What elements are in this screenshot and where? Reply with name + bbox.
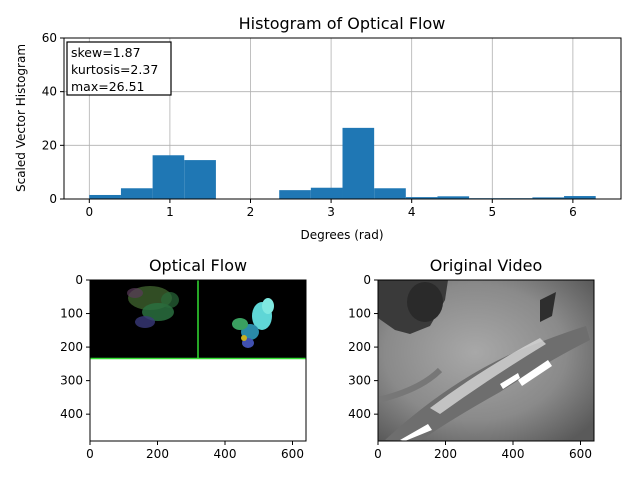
image-x-tick-label: 600	[281, 447, 304, 461]
image-x-tick-label: 200	[434, 447, 457, 461]
histogram-y-tick-label: 60	[42, 31, 57, 45]
optical-flow-image	[90, 280, 306, 441]
image-x-tick-label: 600	[569, 447, 592, 461]
stats-kurtosis: kurtosis=2.37	[71, 62, 158, 77]
histogram-x-axis-label: Degrees (rad)	[300, 228, 383, 242]
image-y-tick-label: 300	[60, 374, 83, 388]
histogram-bar	[342, 127, 375, 199]
image-y-tick-label: 100	[60, 307, 83, 321]
original-video-title: Original Video	[430, 256, 543, 275]
histogram-y-tick-label: 0	[49, 192, 57, 206]
histogram-frame	[63, 37, 622, 200]
histogram-x-tick-label: 6	[569, 205, 577, 219]
image-x-tick-label: 0	[86, 447, 94, 461]
histogram-y-tick-label: 40	[42, 85, 57, 99]
image-y-tick-label: 200	[60, 340, 83, 354]
optical-flow-ticks: 0 200 400 600 0 100 200 300 400	[60, 273, 304, 461]
image-x-tick-label: 400	[214, 447, 237, 461]
histogram-x-tick-label: 3	[327, 205, 335, 219]
histogram-bar	[310, 187, 343, 199]
histogram-title: Histogram of Optical Flow	[239, 14, 446, 33]
optical-flow-frame	[89, 279, 307, 442]
optical-flow-panel: Optical Flow 0 200 400 600 0 100 200 300 400	[60, 256, 307, 461]
histogram-y-axis-label: Scaled Vector Histogram	[14, 44, 28, 192]
histogram-x-tick-label: 4	[408, 205, 416, 219]
stats-skew: skew=1.87	[71, 45, 141, 60]
histogram-y-tick-label: 20	[42, 138, 57, 152]
image-y-tick-label: 400	[348, 407, 371, 421]
stats-annotation-box: skew=1.87 kurtosis=2.37 max=26.51	[66, 41, 172, 96]
histogram-x-tick-label: 5	[488, 205, 496, 219]
histogram-chart: Histogram of Optical Flow 0 1 2 3 4 5 60204060…	[14, 14, 622, 242]
image-y-tick-label: 200	[348, 340, 371, 354]
original-video-frame	[377, 279, 595, 442]
histogram-bar	[374, 188, 406, 199]
histogram-bar	[279, 190, 311, 199]
stats-max: max=26.51	[71, 79, 145, 94]
histogram-bar	[120, 188, 153, 199]
histogram-x-tick-label: 1	[166, 205, 174, 219]
image-y-tick-label: 400	[60, 407, 83, 421]
image-x-tick-label: 400	[502, 447, 525, 461]
histogram-bars	[89, 127, 596, 199]
original-video-panel: Original Video 0 200 400 600 0 100 200 300 400	[348, 256, 595, 461]
histogram-bar	[532, 197, 565, 199]
histogram-bar	[152, 155, 185, 199]
optical-flow-title: Optical Flow	[149, 256, 247, 275]
histogram-bar	[564, 196, 596, 199]
histogram-bar	[184, 160, 216, 199]
original-video-image	[378, 280, 594, 441]
original-video-ticks: 0 200 400 600 0 100 200 300 400	[348, 273, 592, 461]
image-y-tick-label: 0	[75, 273, 83, 287]
image-y-tick-label: 0	[363, 273, 371, 287]
image-y-tick-label: 300	[348, 374, 371, 388]
image-y-tick-label: 100	[348, 307, 371, 321]
histogram-bar	[89, 194, 121, 199]
image-x-tick-label: 0	[374, 447, 382, 461]
histogram-bar	[437, 196, 470, 199]
histogram-x-tick-label: 2	[247, 205, 255, 219]
histogram-bar	[405, 197, 438, 199]
histogram-x-tick-label: 0	[85, 205, 93, 219]
image-x-tick-label: 200	[146, 447, 169, 461]
